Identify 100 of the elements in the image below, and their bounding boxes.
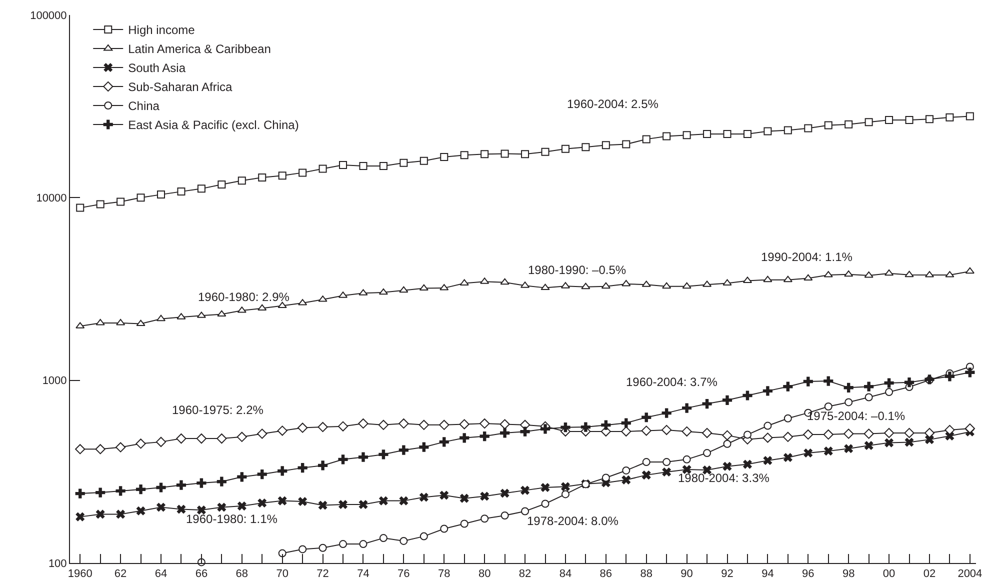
point xyxy=(399,286,408,293)
point xyxy=(460,494,469,503)
point xyxy=(298,422,308,433)
point xyxy=(318,544,327,552)
point xyxy=(662,408,672,418)
legend-label: East Asia & Pacific (excl. China) xyxy=(128,118,299,132)
annotation: 1960-1975: 2.2% xyxy=(172,403,264,417)
point xyxy=(742,390,752,400)
point xyxy=(521,507,530,516)
point xyxy=(237,472,247,482)
point xyxy=(500,419,510,430)
point xyxy=(582,143,590,152)
point xyxy=(177,188,186,196)
point xyxy=(622,140,630,148)
x-tick-label: 68 xyxy=(236,568,248,580)
point xyxy=(682,403,692,413)
point xyxy=(965,368,975,378)
point xyxy=(520,486,530,495)
point xyxy=(258,173,266,182)
point xyxy=(804,448,813,458)
point xyxy=(480,492,490,501)
point xyxy=(622,280,631,286)
point xyxy=(277,426,288,436)
point xyxy=(378,288,388,295)
x-tick-label: 70 xyxy=(276,568,288,580)
point xyxy=(400,536,408,545)
point xyxy=(904,438,914,447)
x-tick-label: 00 xyxy=(882,568,896,580)
point xyxy=(784,414,792,422)
point xyxy=(298,545,307,554)
point xyxy=(136,484,146,494)
point xyxy=(339,160,348,169)
point xyxy=(258,304,267,311)
point xyxy=(540,284,550,290)
point xyxy=(418,420,429,430)
x-tick-label: 62 xyxy=(114,568,127,580)
point xyxy=(398,445,408,455)
point xyxy=(156,314,166,322)
point xyxy=(318,460,328,470)
point xyxy=(884,269,894,276)
point xyxy=(662,467,672,476)
point xyxy=(743,430,752,439)
point xyxy=(379,162,388,170)
point xyxy=(703,130,712,138)
point xyxy=(500,511,509,520)
point xyxy=(642,470,651,480)
point xyxy=(804,274,813,281)
x-tick-label: 88 xyxy=(640,568,652,580)
y-tick-label: 100000 xyxy=(30,10,67,22)
point xyxy=(783,276,792,282)
point xyxy=(904,428,914,438)
point xyxy=(75,444,86,454)
point xyxy=(864,271,874,278)
point xyxy=(460,433,470,443)
point xyxy=(419,284,428,291)
point xyxy=(460,520,468,528)
point xyxy=(358,418,368,429)
point xyxy=(702,398,712,409)
point xyxy=(844,382,854,392)
point xyxy=(176,480,186,490)
point xyxy=(804,124,812,132)
point xyxy=(236,432,247,442)
point xyxy=(75,488,85,498)
point xyxy=(762,386,772,396)
point xyxy=(864,382,874,392)
x-tick-label: 64 xyxy=(154,568,168,580)
point xyxy=(480,418,490,429)
point xyxy=(500,488,510,498)
point xyxy=(217,502,226,512)
annotation: 1980-1990: –0.5% xyxy=(528,263,626,277)
point xyxy=(96,200,104,208)
annotation: 1960-2004: 3.7% xyxy=(626,375,718,389)
point xyxy=(844,444,854,454)
point xyxy=(965,267,974,274)
point xyxy=(298,168,307,177)
point xyxy=(500,278,510,285)
point xyxy=(844,270,854,277)
point xyxy=(460,151,468,160)
point xyxy=(824,402,832,410)
point xyxy=(480,150,489,158)
point xyxy=(136,506,146,516)
point xyxy=(601,420,611,430)
point xyxy=(76,512,85,522)
point xyxy=(560,482,570,492)
x-tick-label: 84 xyxy=(559,568,572,580)
point xyxy=(621,426,632,436)
point xyxy=(803,376,813,386)
point xyxy=(561,144,570,153)
point xyxy=(359,540,368,548)
annotation: 1975-2004: –0.1% xyxy=(807,409,906,423)
point xyxy=(581,282,590,290)
point xyxy=(400,158,408,167)
point xyxy=(622,475,631,484)
point xyxy=(318,500,328,510)
point xyxy=(257,469,267,480)
point xyxy=(622,466,630,474)
point xyxy=(540,424,550,434)
legend-label: Sub-Saharan Africa xyxy=(128,80,233,94)
point xyxy=(116,486,126,496)
point xyxy=(703,449,712,458)
